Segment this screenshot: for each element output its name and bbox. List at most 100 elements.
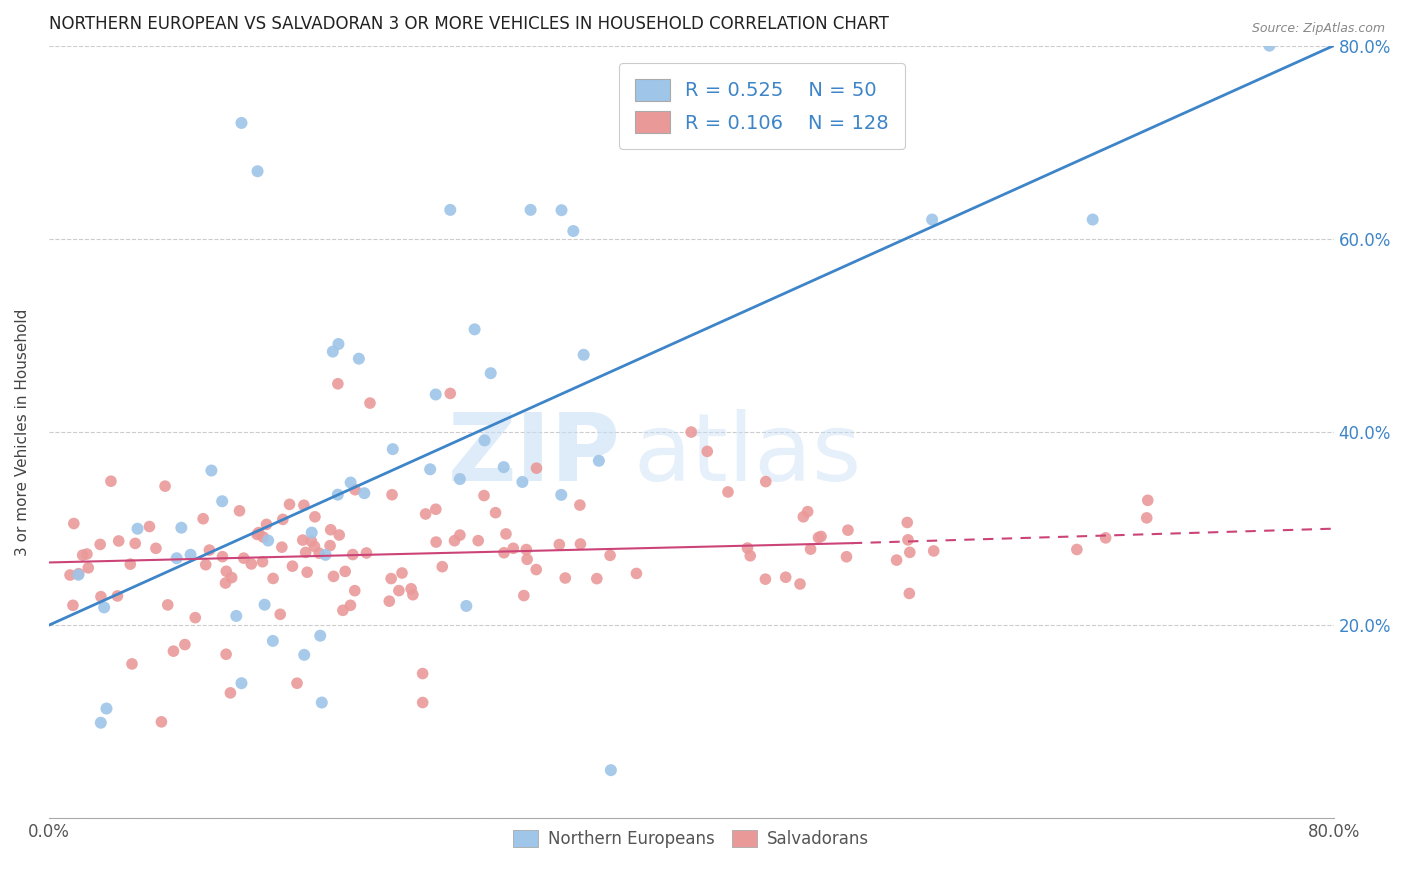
Text: NORTHERN EUROPEAN VS SALVADORAN 3 OR MORE VEHICLES IN HOUSEHOLD CORRELATION CHAR: NORTHERN EUROPEAN VS SALVADORAN 3 OR MOR… (49, 15, 889, 33)
Point (412, 696, 434, 710)
Point (755, 475, 778, 489)
Point (515, 542, 537, 557)
Point (328, 337, 350, 351)
Point (568, 498, 591, 512)
Point (322, 344, 344, 359)
Point (319, 539, 342, 553)
Point (516, 552, 538, 566)
Point (381, 488, 404, 502)
Point (221, 570, 243, 584)
Point (292, 498, 315, 512)
Point (225, 608, 247, 623)
Point (299, 534, 322, 549)
Point (315, 548, 337, 562)
Point (257, 533, 280, 548)
Point (344, 483, 367, 497)
Point (550, 203, 572, 218)
Point (1136, 493, 1159, 508)
Text: Source: ZipAtlas.com: Source: ZipAtlas.com (1251, 22, 1385, 36)
Point (127, 522, 149, 536)
Point (456, 599, 478, 613)
Point (170, 521, 193, 535)
Point (59, 568, 82, 582)
Point (67, 567, 90, 582)
Point (339, 475, 361, 490)
Point (252, 555, 274, 569)
Point (717, 485, 740, 500)
Point (150, 714, 173, 729)
Point (380, 572, 402, 586)
Point (425, 387, 447, 401)
Point (107, 533, 129, 548)
Point (807, 531, 830, 545)
Point (339, 599, 361, 613)
Point (921, 212, 943, 227)
Point (62, 599, 84, 613)
Point (343, 583, 366, 598)
Point (90, 590, 112, 604)
Point (215, 564, 238, 578)
Point (246, 164, 269, 178)
Point (319, 523, 342, 537)
Point (896, 516, 918, 530)
Point (156, 598, 179, 612)
Point (432, 559, 454, 574)
Point (174, 638, 197, 652)
Point (335, 565, 357, 579)
Point (554, 571, 576, 585)
Point (415, 507, 437, 521)
Point (231, 676, 253, 690)
Point (359, 396, 381, 410)
Point (898, 545, 921, 559)
Point (681, 425, 703, 439)
Point (502, 541, 524, 556)
Point (922, 544, 945, 558)
Legend: Northern Europeans, Salvadorans: Northern Europeans, Salvadorans (505, 822, 877, 856)
Point (120, 557, 142, 571)
Point (1066, 542, 1088, 557)
Point (1136, 511, 1159, 525)
Point (145, 541, 167, 556)
Point (472, 489, 495, 503)
Point (439, 386, 461, 401)
Point (269, 607, 291, 622)
Point (626, 566, 648, 581)
Point (291, 533, 314, 547)
Point (153, 479, 176, 493)
Point (100, 474, 122, 488)
Point (214, 576, 236, 591)
Point (162, 644, 184, 658)
Point (232, 551, 254, 566)
Point (572, 348, 595, 362)
Point (194, 558, 217, 572)
Point (425, 535, 447, 549)
Point (76, 547, 98, 561)
Point (696, 444, 718, 458)
Point (492, 460, 515, 475)
Point (548, 537, 571, 551)
Point (67, 566, 90, 581)
Point (328, 528, 350, 542)
Point (526, 461, 548, 475)
Point (285, 676, 308, 690)
Point (311, 696, 333, 710)
Point (198, 543, 221, 558)
Point (215, 647, 238, 661)
Point (342, 548, 364, 562)
Point (90, 715, 112, 730)
Point (200, 464, 222, 478)
Text: atlas: atlas (633, 409, 862, 501)
Point (492, 546, 515, 560)
Point (402, 588, 425, 602)
Point (800, 542, 823, 557)
Point (262, 571, 284, 585)
Point (835, 549, 858, 564)
Point (412, 666, 434, 681)
Point (381, 442, 404, 457)
Point (262, 634, 284, 648)
Point (513, 589, 536, 603)
Point (425, 502, 447, 516)
Point (754, 572, 776, 586)
Point (253, 598, 276, 612)
Point (256, 517, 278, 532)
